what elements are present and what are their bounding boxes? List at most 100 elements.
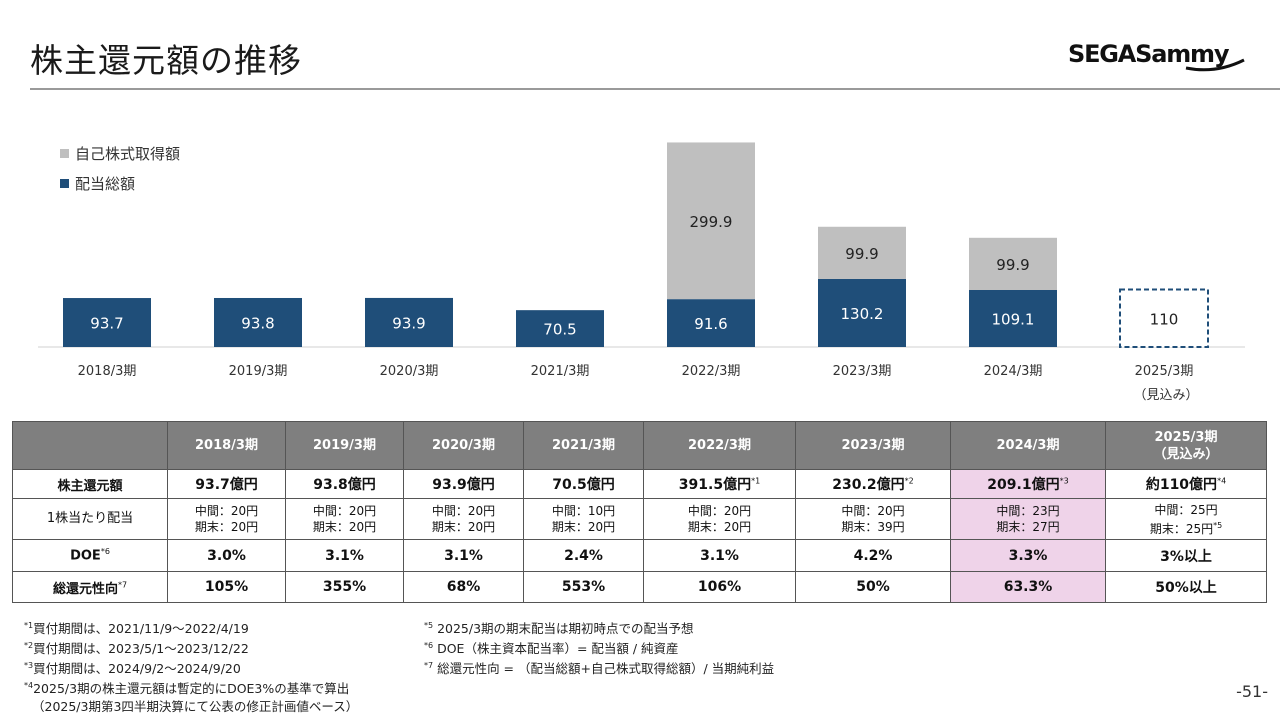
shareholder-return-table: 2018/3期 2019/3期 2020/3期 2021/3期 2022/3期 … [12,421,1267,603]
footnote: *2買付期間は、2023/5/1～2023/12/22 [24,641,249,657]
footnote-continuation: （2025/3期第3四半期決算にて公表の修正計画値ベース） [32,698,359,714]
x-tick-label: 2023/3期 [833,364,892,379]
table-cell: 中間：20円 期末：20円 [403,498,524,540]
footnote: *7 総還元性向 = （配当総額+自己株式取得総額）/ 当期純利益 [424,661,775,677]
table-cell: 355% [285,571,404,603]
page-number: -51- [1236,682,1268,701]
table-cell: 中間：20円 期末：39円 [795,498,951,540]
table-header-cell: 2019/3期 [285,421,404,470]
footnote: *1買付期間は、2021/11/9～2022/4/19 [24,621,249,637]
x-tick-label: 2024/3期 [984,364,1043,379]
bar-dividend [818,278,906,347]
legend-swatch-dividend [60,178,69,188]
legend-label-dividend: 配当総額 [75,174,136,193]
x-tick-label: 2020/3期 [380,364,439,379]
table-cell: 93.9億円 [403,469,524,499]
table-cell: 553% [523,571,644,603]
logo-text: SEGASammy [1068,40,1230,68]
table-row-total-payout-ratio: 総還元性向*7 105% 355% 68% 553% 106% 50% 63.3… [12,571,1267,603]
table-cell-highlight: 209.1億円*3 [950,469,1106,499]
data-label-dividend: 130.2 [841,305,884,323]
table-cell: 68% [403,571,524,603]
footnote: *3買付期間は、2024/9/2～2024/9/20 [24,661,241,677]
table-header-cell: 2024/3期 [950,421,1106,470]
data-label-dividend: 109.1 [992,310,1035,328]
table-header-cell: 2021/3期 [523,421,644,470]
table-cell-highlight: 中間：23円 期末：27円 [950,498,1106,540]
chart-legend: 自己株式取得額 配当総額 [60,138,180,198]
footnote: *42025/3期の株主還元額は暫定的にDOE3%の基準で算出 [24,681,350,697]
row-label-doe: DOE*6 [12,539,168,572]
table-cell: 約110億円*4 [1105,469,1267,499]
bar-buyback [969,237,1057,290]
table-cell: 3%以上 [1105,539,1267,572]
table-header-cell: 2022/3期 [643,421,796,470]
table-header-cell: 2023/3期 [795,421,951,470]
legend-item-buyback: 自己株式取得額 [60,138,180,168]
table-cell: 中間：25円 期末：25円*5 [1105,498,1267,540]
bar-dividend [516,310,604,347]
table-cell: 3.1% [285,539,404,572]
row-label-total-return: 株主還元額 [12,469,168,499]
table-cell: 中間：10円 期末：20円 [523,498,644,540]
footnotes-left: *1買付期間は、2021/11/9～2022/4/19 *2買付期間は、2023… [24,617,358,715]
table-row-dividend-per-share: 1株当たり配当 中間：20円 期末：20円 中間：20円 期末：20円 中間：20円… [12,498,1267,540]
table-cell: 4.2% [795,539,951,572]
table-header-year: 2025/3期 [1154,429,1218,445]
data-label-buyback: 99.9 [996,256,1029,274]
row-label-total-payout-ratio: 総還元性向*7 [12,571,168,603]
x-tick-label: 2025/3期 [1135,364,1194,379]
table-cell: 中間：20円 期末：20円 [643,498,796,540]
footnote: *5 2025/3期の期末配当は期初時点での配当予想 [424,621,694,637]
table-cell: 中間：20円 期末：20円 [285,498,404,540]
table-cell: 3.1% [643,539,796,572]
bar-dividend [214,297,302,347]
table-cell: 2.4% [523,539,644,572]
table-header-forecast-note: （見込み） [1153,446,1219,462]
data-label-dividend: 91.6 [694,315,727,333]
bar-dividend [969,289,1057,347]
shareholder-return-chart: 93.7 2018/3期 93.8 2019/3期 93.9 2020/3期 70.5 202… [38,142,1245,403]
table-cell-highlight: 3.3% [950,539,1106,572]
bar-dividend [365,297,453,347]
legend-label-buyback: 自己株式取得額 [75,144,181,163]
x-tick-label: 2019/3期 [229,364,288,379]
data-label-buyback: 99.9 [845,245,878,263]
bar-buyback [818,226,906,279]
table-row-total-return: 株主還元額 93.7億円 93.8億円 93.9億円 70.5億円 391.5億… [12,469,1267,499]
table-cell: 50% [795,571,951,603]
bar-dividend [63,298,151,347]
table-header-corner [12,421,168,470]
footnote: *6 DOE（株主資本配当率）= 配当額 / 純資産 [424,641,679,657]
page-title: 株主還元額の推移 [30,41,302,80]
x-tick-sublabel: （見込み） [1133,388,1198,403]
table-header-row: 2018/3期 2019/3期 2020/3期 2021/3期 2022/3期 … [12,421,1267,470]
legend-item-dividend: 配当総額 [60,168,180,198]
table-cell: 106% [643,571,796,603]
table-cell: 391.5億円*1 [643,469,796,499]
bar-forecast [1119,288,1209,348]
data-label-buyback: 299.9 [690,213,733,231]
bar-buyback [667,142,755,300]
data-label-forecast: 110 [1150,310,1179,328]
table-row-doe: DOE*6 3.0% 3.1% 3.1% 2.4% 3.1% 4.2% 3.3%… [12,539,1267,572]
row-label-dividend-per-share: 1株当たり配当 [12,498,168,540]
sega-sammy-logo: SEGASammy [1068,40,1245,72]
table-cell: 50%以上 [1105,571,1267,603]
table-cell: 93.7億円 [167,469,286,499]
title-divider [30,88,1280,90]
data-label-dividend: 93.8 [241,314,274,332]
data-label-dividend: 70.5 [543,321,576,339]
x-tick-label: 2022/3期 [682,364,741,379]
data-label-dividend: 93.7 [90,315,123,333]
table-cell: 105% [167,571,286,603]
table-cell: 230.2億円*2 [795,469,951,499]
x-tick-label: 2018/3期 [78,364,137,379]
table-header-cell: 2020/3期 [403,421,524,470]
bar-dividend [667,299,755,347]
table-cell-highlight: 63.3% [950,571,1106,603]
legend-swatch-buyback [60,148,69,158]
table-header-cell-forecast: 2025/3期 （見込み） [1105,421,1267,470]
table-header-cell: 2018/3期 [167,421,286,470]
table-cell: 3.1% [403,539,524,572]
